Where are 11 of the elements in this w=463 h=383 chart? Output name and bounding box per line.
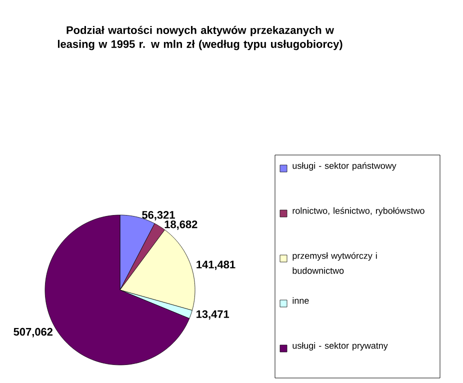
legend-label: usługi - sektor państwowy [292,162,396,171]
data-label: 56,321 [142,211,175,220]
legend-label: przemysł wytwórczy i budownictwo [292,252,377,274]
data-label: 507,062 [14,328,52,338]
data-label: 141,481 [196,260,236,270]
legend-label: usługi - sektor prywatny [292,342,388,351]
data-label: 13,471 [196,310,230,320]
data-label: 18,682 [164,220,198,230]
legend-label: rolnictwo, leśnictwo, rybołówstwo [292,207,424,216]
legend-label: inne [292,297,309,304]
chart-title: Podział wartości nowych aktywów przekazanych w leasing w 1995 r. w mln zł (według typu usługobiorcy) [58,26,342,50]
